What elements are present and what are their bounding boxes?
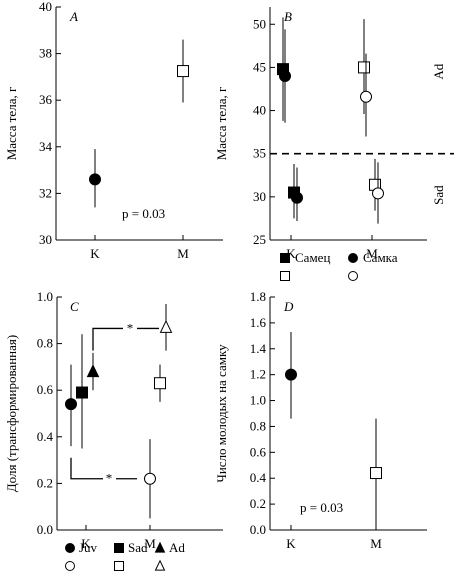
significance-star: *	[106, 471, 113, 486]
panel-letter: B	[284, 9, 292, 24]
y-tick-label: 0.4	[250, 470, 267, 485]
data-point	[358, 61, 370, 74]
data-point	[360, 90, 372, 103]
legend-marker	[154, 541, 166, 553]
legend-label: Juv	[79, 540, 98, 555]
y-tick-label: 0.0	[250, 522, 266, 537]
panel-letter: C	[70, 299, 79, 314]
y-tick-label: 0.8	[250, 418, 266, 433]
group-label-sad: Sad	[431, 185, 446, 205]
y-tick-label: 0.6	[37, 382, 54, 397]
legend-label: Самка	[363, 250, 398, 265]
y-tick-label: 50	[253, 16, 266, 31]
legend-marker	[65, 561, 75, 571]
data-point	[285, 368, 297, 381]
x-tick-label: M	[366, 246, 378, 261]
legend-label: Ad	[169, 540, 185, 555]
y-tick-label: 36	[39, 92, 53, 107]
x-tick-label: K	[286, 536, 296, 551]
p-value-annotation: p = 0.03	[300, 500, 343, 515]
y-tick-label: 0.2	[37, 475, 53, 490]
y-axis-label: Масса тела, г	[214, 87, 229, 161]
y-tick-label: 38	[39, 46, 52, 61]
data-point	[279, 70, 291, 83]
y-tick-label: 1.8	[250, 289, 266, 304]
data-point	[65, 398, 77, 411]
y-tick-label: 45	[253, 59, 266, 74]
data-point	[177, 65, 189, 78]
panel-letter: D	[283, 299, 294, 314]
y-tick-label: 0.2	[250, 496, 266, 511]
data-point	[89, 173, 101, 186]
y-tick-label: 1.0	[37, 289, 53, 304]
legend-label: Самец	[295, 250, 330, 265]
y-tick-label: 32	[39, 185, 52, 200]
legend-marker	[280, 253, 290, 263]
data-point	[370, 467, 382, 480]
y-tick-label: 1.6	[250, 315, 267, 330]
data-point	[291, 191, 303, 204]
y-tick-label: 0.6	[250, 444, 267, 459]
significance-bracket	[92, 327, 123, 351]
y-tick-label: 0.8	[37, 336, 53, 351]
legend-marker	[114, 543, 124, 553]
legend-marker	[348, 271, 358, 281]
y-axis-label: Число молодых на самку	[214, 344, 229, 483]
data-point	[76, 386, 88, 399]
significance-bracket	[70, 457, 103, 480]
x-tick-label: K	[286, 246, 296, 261]
x-tick-label: M	[144, 536, 156, 551]
group-label-ad: Ad	[431, 63, 446, 79]
panel-letter: A	[69, 9, 78, 24]
y-tick-label: 40	[253, 103, 266, 118]
y-tick-label: 40	[39, 0, 52, 14]
p-value-annotation: p = 0.03	[122, 206, 165, 221]
data-point	[86, 364, 100, 378]
data-point	[154, 377, 166, 390]
y-tick-label: 0.0	[37, 522, 53, 537]
data-point	[159, 319, 173, 333]
x-tick-label: K	[90, 246, 100, 261]
legend-label: Sad	[128, 540, 148, 555]
x-tick-label: M	[370, 536, 382, 551]
y-tick-label: 30	[253, 189, 266, 204]
y-axis-label: Масса тела, г	[4, 87, 19, 161]
y-tick-label: 30	[39, 232, 52, 247]
legend-marker	[348, 253, 358, 263]
x-tick-label: K	[81, 536, 91, 551]
legend-marker	[280, 271, 290, 281]
data-point	[372, 187, 384, 200]
y-tick-label: 1.4	[250, 341, 267, 356]
y-tick-label: 35	[253, 146, 266, 161]
y-tick-label: 0.4	[37, 429, 54, 444]
y-tick-label: 25	[253, 232, 266, 247]
significance-star: *	[127, 320, 134, 335]
legend-marker	[65, 543, 75, 553]
legend-marker	[154, 559, 166, 571]
y-tick-label: 1.0	[250, 393, 266, 408]
y-tick-label: 34	[39, 139, 53, 154]
x-tick-label: M	[177, 246, 189, 261]
y-tick-label: 1.2	[250, 367, 266, 382]
data-point	[144, 472, 156, 485]
y-axis-label: Доля (трансформированная)	[4, 335, 19, 492]
legend-marker	[114, 561, 124, 571]
